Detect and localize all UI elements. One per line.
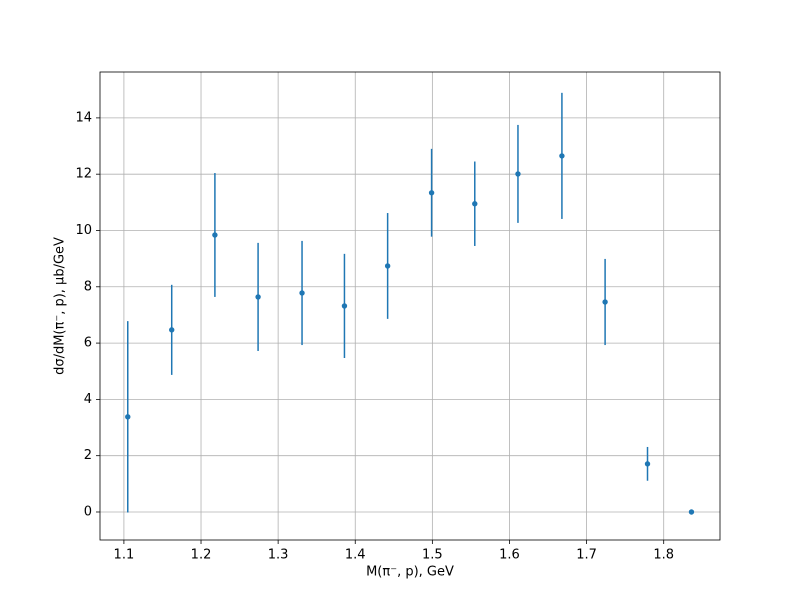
y-tick-label: 0 bbox=[84, 504, 92, 519]
x-tick-label: 1.3 bbox=[268, 548, 289, 563]
data-point bbox=[559, 153, 565, 159]
data-point bbox=[428, 190, 435, 196]
x-tick-label: 1.8 bbox=[653, 548, 674, 563]
data-point bbox=[255, 294, 261, 300]
data-point bbox=[169, 327, 175, 333]
x-tick-label: 1.4 bbox=[345, 548, 366, 563]
y-tick-label: 2 bbox=[84, 448, 92, 463]
data-point bbox=[472, 201, 478, 207]
plot-frame bbox=[99, 71, 721, 541]
data-point bbox=[602, 299, 608, 305]
x-tick-label: 1.5 bbox=[422, 548, 443, 563]
y-axis-label: dσ/dM(π⁻, p), μb/GeV bbox=[53, 237, 68, 375]
y-tick-label: 6 bbox=[84, 336, 92, 351]
x-tick-label: 1.1 bbox=[114, 548, 135, 563]
data-point bbox=[644, 461, 651, 467]
x-tick-label: 1.2 bbox=[191, 548, 212, 563]
x-tick-label: 1.6 bbox=[499, 548, 520, 563]
x-axis-label: M(π⁻, p), GeV bbox=[366, 565, 454, 580]
data-point bbox=[688, 509, 695, 515]
y-tick-label: 10 bbox=[75, 223, 92, 238]
x-tick-label: 1.7 bbox=[576, 548, 597, 563]
data-point bbox=[341, 303, 348, 309]
y-tick-label: 12 bbox=[75, 167, 92, 182]
y-tick-label: 4 bbox=[84, 392, 92, 407]
data-point bbox=[212, 232, 218, 238]
data-point bbox=[515, 171, 521, 177]
y-tick-label: 8 bbox=[84, 279, 92, 294]
data-point bbox=[125, 414, 131, 420]
data-point bbox=[299, 290, 305, 296]
y-tick-label: 14 bbox=[75, 110, 92, 125]
data-point bbox=[384, 263, 391, 269]
